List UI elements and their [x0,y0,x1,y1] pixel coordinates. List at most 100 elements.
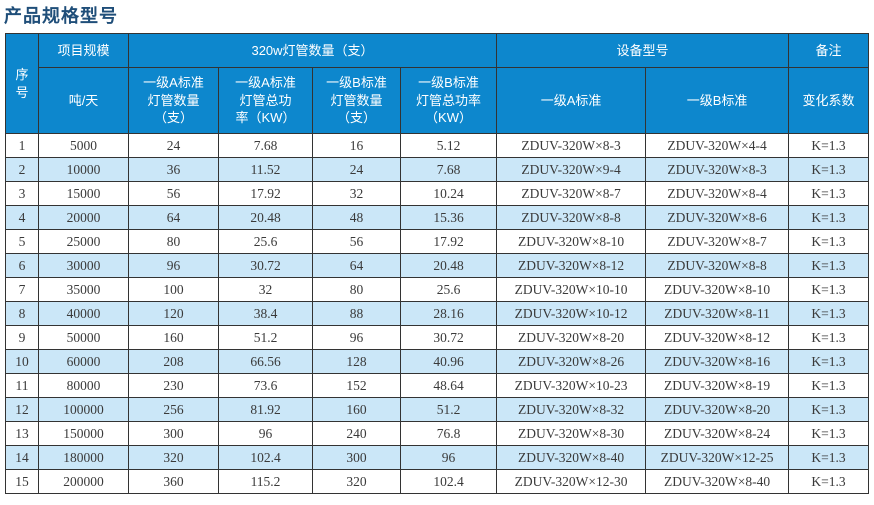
table-cell: 20000 [38,205,129,230]
table-cell: 28.16 [399,301,498,326]
header-lamp-group: 320w灯管数量（支） [127,33,498,68]
table-cell: 17.92 [399,229,498,254]
table-cell: 152 [312,373,401,398]
table-row: 14 180000 320 102.4 300 96 ZDUV-320W×8-40 ZDUV-… [5,445,870,470]
table-cell: ZDUV-320W×8-8 [645,253,790,278]
table-cell: 128 [312,349,401,374]
table-cell: 10000 [38,157,129,182]
table-row: 3 15000 56 17.92 32 10.24 ZDUV-320W×8-7 ZDUV-32… [5,181,870,206]
table-cell: 16 [312,133,401,158]
table-cell: 5000 [38,133,129,158]
table-cell: ZDUV-320W×8-32 [496,397,647,422]
table-cell: 38.4 [218,301,313,326]
table-cell: 40000 [38,301,129,326]
table-row: 6 30000 96 30.72 64 20.48 ZDUV-320W×8-12 ZDUV-3… [5,253,870,278]
table-cell: ZDUV-320W×8-24 [645,421,790,446]
table-cell: 60000 [38,349,129,374]
table-cell: ZDUV-320W×10-12 [496,301,647,326]
table-cell: K=1.3 [788,157,870,182]
table-cell: ZDUV-320W×8-40 [496,445,647,470]
table-row: 9 50000 160 51.2 96 30.72 ZDUV-320W×8-20 ZDUV-3… [5,325,870,350]
table-cell: ZDUV-320W×8-20 [645,397,790,422]
header-tons-per-day: 吨/天 [38,67,129,134]
header-b-lamp-count: 一级B标准 灯管数量 （支） [312,67,401,134]
table-cell: 15000 [38,181,129,206]
header-a-lamp-count: 一级A标准 灯管数量 （支） [128,67,219,134]
table-cell: 1 [5,133,39,158]
table-cell: ZDUV-320W×8-7 [496,181,647,206]
table-cell: 51.2 [218,325,313,350]
table-cell: K=1.3 [788,253,870,278]
table-cell: 7.68 [218,133,313,158]
table-cell: 14 [5,445,39,470]
table-cell: 10.24 [399,181,498,206]
table-cell: 25.6 [218,229,313,254]
table-cell: 8 [5,301,39,326]
table-cell: ZDUV-320W×8-8 [496,205,647,230]
table-row: 15 200000 360 115.2 320 102.4 ZDUV-320W×12-30 Z… [5,469,870,494]
table-cell: 12 [5,397,39,422]
table-cell: 300 [312,445,401,470]
table-cell: K=1.3 [788,133,870,158]
table-cell: 80000 [38,373,129,398]
table-cell: 96 [128,253,219,278]
table-cell: 5.12 [399,133,498,158]
table-cell: 15.36 [399,205,498,230]
table-cell: 30.72 [399,325,498,350]
table-cell: 30000 [38,253,129,278]
table-row: 7 35000 100 32 80 25.6 ZDUV-320W×10-10 ZDUV-320… [5,277,870,302]
table-cell: 300 [128,421,219,446]
table-cell: ZDUV-320W×9-4 [496,157,647,182]
table-cell: K=1.3 [788,301,870,326]
table-cell: 48.64 [399,373,498,398]
table-cell: 24 [128,133,219,158]
table-row: 10 60000 208 66.56 128 40.96 ZDUV-320W×8-26 ZDU… [5,349,870,374]
table-cell: K=1.3 [788,181,870,206]
table-cell: ZDUV-320W×4-4 [645,133,790,158]
table-cell: 360 [128,469,219,494]
table-cell: 17.92 [218,181,313,206]
header-a-lamp-power: 一级A标准 灯管总功 率（KW） [218,67,313,134]
header-b-lamp-power: 一级B标准 灯管总功率 （KW） [399,67,498,134]
table-cell: 160 [312,397,401,422]
table-cell: 25.6 [399,277,498,302]
table-cell: ZDUV-320W×8-7 [645,229,790,254]
table-cell: K=1.3 [788,421,870,446]
spec-table: 序 号 项目规模 320w灯管数量（支） 设备型号 备注 吨/天 一级A标准 灯… [5,33,870,494]
table-cell: 81.92 [218,397,313,422]
table-cell: ZDUV-320W×12-25 [645,445,790,470]
table-cell: 64 [128,205,219,230]
table-cell: 20.48 [218,205,313,230]
header-row-top: 序 号 项目规模 320w灯管数量（支） 设备型号 备注 [5,33,870,134]
table-cell: ZDUV-320W×8-19 [645,373,790,398]
table-cell: 102.4 [218,445,313,470]
table-cell: 96 [218,421,313,446]
table-cell: 40.96 [399,349,498,374]
table-cell: ZDUV-320W×8-10 [645,277,790,302]
table-cell: 24 [312,157,401,182]
table-cell: 100 [128,277,219,302]
table-cell: 240 [312,421,401,446]
table-cell: ZDUV-320W×8-11 [645,301,790,326]
table-cell: 4 [5,205,39,230]
table-cell: K=1.3 [788,325,870,350]
page-title: 产品规格型号 [4,6,118,26]
table-cell: 76.8 [399,421,498,446]
header-remark: 备注 [788,33,870,68]
header-model-a: 一级A标准 [496,67,647,134]
table-cell: 30.72 [218,253,313,278]
table-header: 序 号 项目规模 320w灯管数量（支） 设备型号 备注 吨/天 一级A标准 灯… [5,33,870,134]
table-cell: 96 [399,445,498,470]
table-cell: 10 [5,349,39,374]
table-cell: 56 [128,181,219,206]
table-cell: K=1.3 [788,229,870,254]
table-cell: K=1.3 [788,277,870,302]
table-cell: 320 [128,445,219,470]
table-cell: 56 [312,229,401,254]
table-cell: K=1.3 [788,397,870,422]
table-cell: 102.4 [399,469,498,494]
table-row: 12 100000 256 81.92 160 51.2 ZDUV-320W×8-32 ZDU… [5,397,870,422]
table-cell: 3 [5,181,39,206]
table-cell: 180000 [38,445,129,470]
table-cell: 120 [128,301,219,326]
